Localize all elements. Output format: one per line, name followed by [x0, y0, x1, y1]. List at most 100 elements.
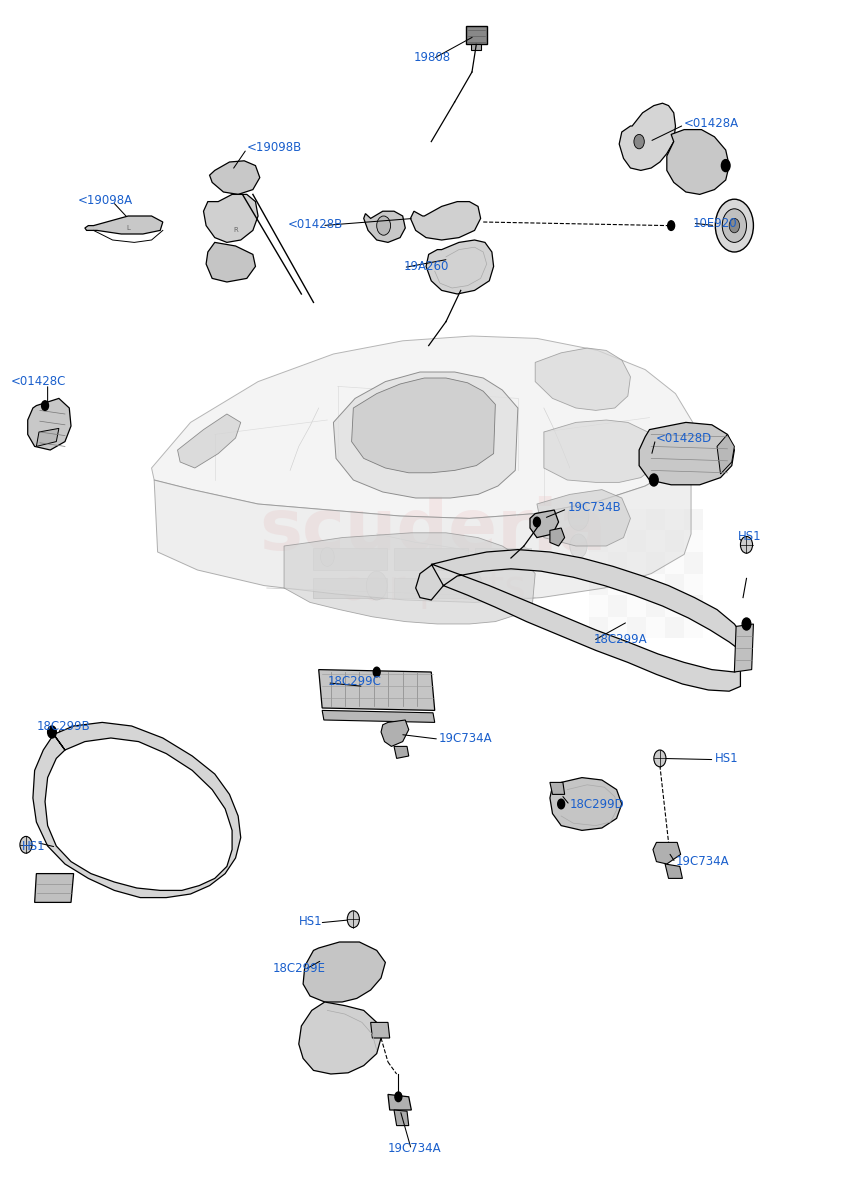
Polygon shape [333, 372, 518, 498]
Text: 18C299D: 18C299D [570, 798, 624, 810]
Polygon shape [416, 550, 749, 691]
Bar [627, 530, 646, 552]
Bar [646, 552, 665, 574]
Polygon shape [544, 420, 660, 482]
Circle shape [650, 474, 658, 486]
Polygon shape [381, 720, 409, 746]
Bar [684, 530, 703, 552]
Bar [313, 578, 387, 598]
Bar [627, 574, 646, 595]
Bar [394, 578, 468, 598]
Text: <01428C: <01428C [10, 376, 66, 388]
Polygon shape [535, 348, 630, 410]
Text: 19C734A: 19C734A [388, 1142, 442, 1154]
Polygon shape [319, 670, 435, 710]
Text: 19A260: 19A260 [404, 260, 449, 272]
Circle shape [722, 209, 746, 242]
Bar [608, 617, 627, 638]
Bar [589, 617, 608, 638]
Circle shape [395, 1092, 402, 1102]
Polygon shape [550, 782, 565, 794]
Polygon shape [550, 528, 565, 546]
Text: 18C299C: 18C299C [327, 676, 381, 688]
Bar [665, 617, 684, 638]
Text: HS1: HS1 [738, 530, 761, 542]
Bar [589, 552, 608, 574]
Bar [394, 548, 468, 570]
Polygon shape [284, 533, 535, 624]
Circle shape [517, 547, 531, 566]
Circle shape [533, 517, 540, 527]
Polygon shape [204, 194, 258, 242]
Text: <19098A: <19098A [78, 194, 133, 206]
Circle shape [347, 911, 359, 928]
Bar [684, 617, 703, 638]
Text: L: L [126, 224, 130, 230]
Text: scuderia: scuderia [259, 496, 607, 565]
Circle shape [320, 547, 334, 566]
Polygon shape [667, 130, 729, 194]
Polygon shape [394, 1110, 409, 1126]
Text: HS1: HS1 [299, 916, 322, 928]
Text: 19C734A: 19C734A [439, 732, 493, 744]
Bar [665, 509, 684, 530]
Bar [646, 530, 665, 552]
Bar [627, 617, 646, 638]
Text: HS1: HS1 [714, 752, 738, 764]
Polygon shape [665, 864, 682, 878]
Bar [475, 548, 531, 570]
Polygon shape [619, 103, 675, 170]
Text: 18C299E: 18C299E [273, 962, 326, 974]
Text: R: R [233, 227, 238, 233]
Polygon shape [717, 434, 734, 474]
Circle shape [373, 667, 380, 677]
Bar [684, 509, 703, 530]
Polygon shape [206, 242, 255, 282]
Bar [665, 552, 684, 574]
Bar [684, 574, 703, 595]
Circle shape [558, 799, 565, 809]
Bar [608, 530, 627, 552]
Polygon shape [550, 778, 622, 830]
Bar [646, 574, 665, 595]
Polygon shape [394, 746, 409, 758]
Polygon shape [322, 710, 435, 722]
Bar [665, 574, 684, 595]
Text: 19C734B: 19C734B [567, 502, 621, 514]
Bar [684, 552, 703, 574]
Polygon shape [28, 398, 71, 450]
Circle shape [20, 836, 32, 853]
Circle shape [377, 216, 391, 235]
Polygon shape [154, 446, 691, 602]
Polygon shape [653, 842, 681, 864]
Polygon shape [410, 202, 481, 240]
Text: 18C299A: 18C299A [593, 634, 647, 646]
Polygon shape [734, 624, 753, 672]
Circle shape [729, 218, 740, 233]
Text: <19098B: <19098B [247, 142, 302, 154]
Text: <01428B: <01428B [288, 218, 343, 230]
Circle shape [48, 726, 56, 738]
Bar [646, 595, 665, 617]
Polygon shape [466, 26, 487, 44]
Circle shape [42, 401, 48, 410]
Bar [646, 509, 665, 530]
Bar [589, 509, 608, 530]
Circle shape [366, 571, 387, 600]
Polygon shape [388, 1094, 411, 1110]
Text: HS1: HS1 [22, 840, 45, 852]
Bar [608, 509, 627, 530]
Bar [627, 509, 646, 530]
Text: 10E920: 10E920 [693, 217, 738, 229]
Polygon shape [210, 161, 260, 194]
Bar [608, 595, 627, 617]
Polygon shape [85, 216, 163, 234]
Polygon shape [537, 490, 630, 546]
Bar [665, 530, 684, 552]
Circle shape [634, 134, 644, 149]
Circle shape [570, 534, 587, 558]
Bar [684, 595, 703, 617]
Bar [589, 574, 608, 595]
Polygon shape [352, 378, 495, 473]
Text: <01428A: <01428A [684, 118, 740, 130]
